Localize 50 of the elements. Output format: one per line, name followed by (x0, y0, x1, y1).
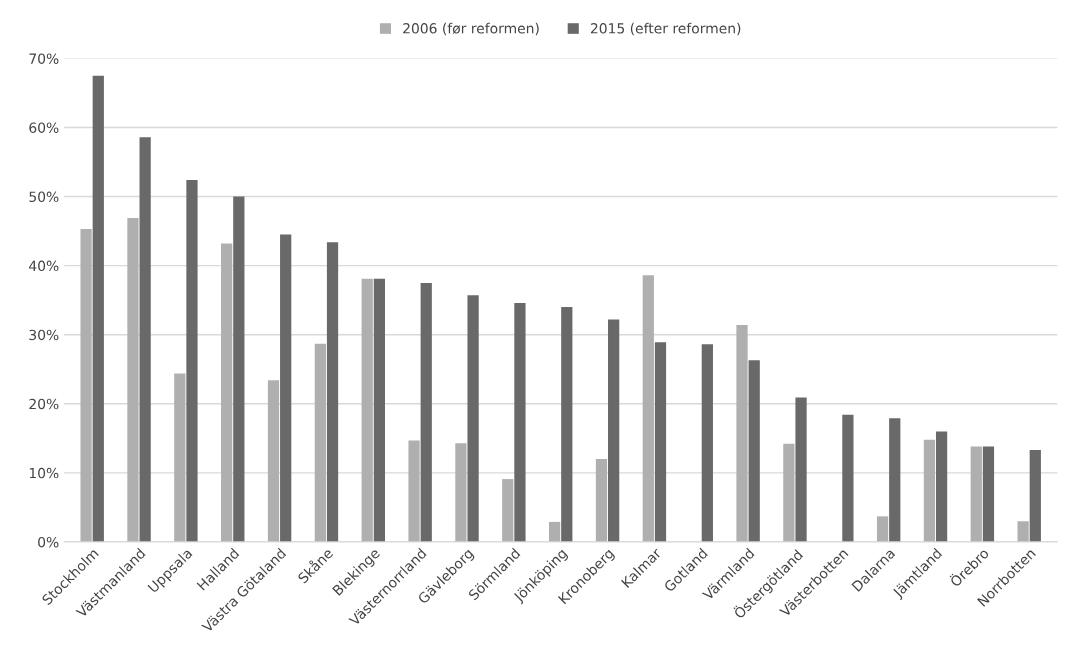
bar (80, 229, 92, 542)
legend-label: 2015 (efter reformen) (590, 22, 741, 36)
bar (795, 397, 807, 542)
bar (842, 414, 854, 542)
bar (361, 278, 373, 542)
bar (923, 439, 936, 542)
y-tick-label: 40% (29, 260, 59, 272)
bar (935, 431, 948, 542)
bar (736, 325, 748, 542)
bar (373, 278, 386, 542)
bar (654, 342, 667, 542)
bar (326, 242, 339, 542)
bar (608, 319, 620, 542)
bar (186, 179, 198, 542)
bar (889, 418, 901, 542)
y-tick-label: 30% (29, 329, 59, 341)
bar (92, 75, 104, 542)
bar (701, 344, 713, 542)
bar (455, 443, 467, 542)
bar (514, 302, 526, 542)
bar (502, 479, 514, 542)
y-tick-label: 70% (29, 53, 59, 64)
bar (408, 440, 420, 542)
bar (267, 380, 280, 542)
bar (876, 516, 889, 542)
y-tick-label: 60% (29, 122, 59, 133)
bar (970, 446, 982, 542)
bar (174, 373, 186, 542)
bar (548, 521, 561, 542)
bar (127, 217, 139, 542)
y-tick-label: 10% (29, 467, 59, 479)
bar (233, 196, 245, 542)
bar (1017, 521, 1029, 542)
legend-label: 2006 (før reformen) (403, 22, 539, 36)
y-tick-label: 50% (29, 191, 59, 203)
bar (139, 137, 151, 542)
y-tick-label: 20% (29, 398, 59, 410)
bar (642, 275, 654, 542)
bar (467, 295, 479, 542)
bar (280, 234, 292, 542)
bar (748, 360, 760, 542)
bar (314, 343, 326, 542)
y-tick-label: 0% (38, 536, 59, 548)
bar (1029, 450, 1041, 542)
bar (221, 243, 233, 542)
bar (783, 443, 795, 542)
bar (595, 459, 608, 542)
bar (561, 307, 573, 542)
bar (982, 446, 995, 542)
bar (420, 282, 432, 542)
